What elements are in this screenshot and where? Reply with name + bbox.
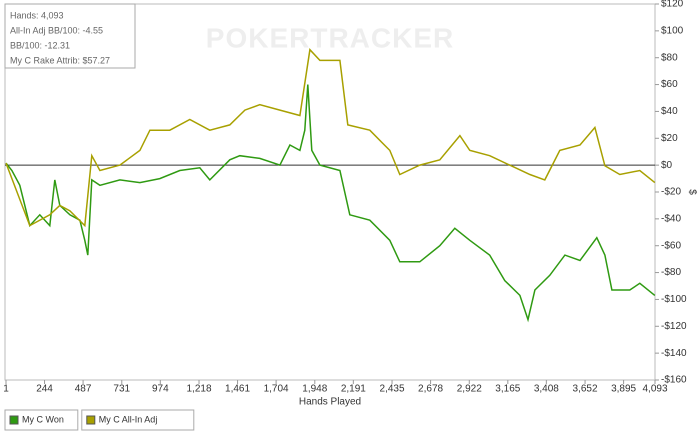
- x-tick-label: 487: [75, 384, 92, 395]
- x-tick-label: 731: [113, 384, 130, 395]
- series-line: [5, 48, 656, 228]
- x-tick-label: 2,678: [418, 384, 443, 395]
- info-box: [4, 3, 136, 69]
- legend-label: My C Won: [22, 414, 64, 424]
- y-tick-label: $120: [661, 0, 684, 10]
- watermark: POKERTRACKER: [206, 22, 454, 53]
- y-tick-label: $0: [661, 160, 673, 171]
- x-tick-label: 3,165: [495, 384, 520, 395]
- x-axis-label: Hands Played: [299, 397, 361, 408]
- legend-label: My C All-In Adj: [99, 414, 158, 424]
- x-tick-label: 2,191: [341, 384, 366, 395]
- y-tick-label: $80: [661, 52, 678, 63]
- y-tick-label: -$120: [661, 321, 687, 332]
- info-text: BB/100: -12.31: [10, 40, 70, 50]
- x-tick-label: 1: [3, 384, 9, 395]
- y-tick-label: -$100: [661, 294, 687, 305]
- x-tick-label: 244: [36, 384, 53, 395]
- legend-swatch: [86, 415, 96, 425]
- y-tick-label: -$60: [661, 240, 681, 251]
- x-tick-label: 2,435: [380, 384, 405, 395]
- y-tick-label: $20: [661, 133, 678, 144]
- legend-box: [81, 409, 195, 431]
- y-tick-label: $100: [661, 25, 684, 36]
- x-tick-label: 1,704: [264, 384, 289, 395]
- y-axis-label: $: [686, 189, 697, 195]
- x-tick-label: 974: [152, 384, 169, 395]
- legend-swatch: [9, 415, 19, 425]
- x-tick-label: 1,218: [187, 384, 212, 395]
- info-text: All-In Adj BB/100: -4.55: [10, 25, 103, 35]
- info-text: Hands: 4,093: [10, 10, 64, 20]
- x-tick-label: 1,461: [225, 384, 250, 395]
- y-tick-label: -$20: [661, 187, 681, 198]
- x-tick-label: 4,093: [642, 384, 667, 395]
- x-tick-label: 3,408: [534, 384, 559, 395]
- y-tick-label: $40: [661, 106, 678, 117]
- x-tick-label: 3,895: [611, 384, 636, 395]
- x-tick-label: 2,922: [457, 384, 482, 395]
- x-tick-label: 1,948: [302, 384, 327, 395]
- x-tick-label: 3,652: [573, 384, 598, 395]
- y-tick-label: -$40: [661, 213, 681, 224]
- y-tick-label: $60: [661, 79, 678, 90]
- y-tick-label: -$80: [661, 267, 681, 278]
- info-text: My C Rake Attrib: $57.27: [10, 55, 110, 65]
- legend-box: [4, 409, 79, 431]
- y-tick-label: -$140: [661, 348, 687, 359]
- y-tick-label: -$160: [661, 375, 687, 386]
